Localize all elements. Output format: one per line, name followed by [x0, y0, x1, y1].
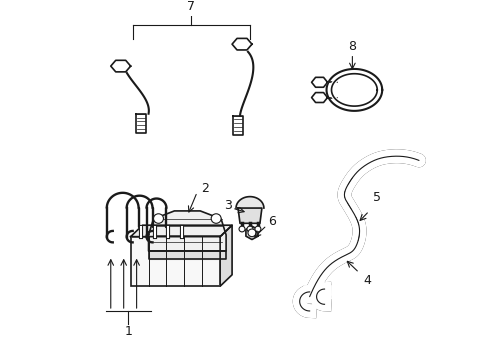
Polygon shape [245, 226, 258, 239]
Text: 3: 3 [224, 199, 232, 212]
Polygon shape [311, 77, 327, 87]
Text: 1: 1 [124, 325, 132, 338]
Polygon shape [111, 60, 130, 72]
Circle shape [246, 226, 252, 232]
Polygon shape [238, 208, 262, 223]
FancyBboxPatch shape [130, 237, 220, 286]
Polygon shape [232, 39, 251, 50]
Text: 4: 4 [363, 274, 370, 287]
Circle shape [211, 214, 221, 223]
Circle shape [153, 214, 163, 223]
Polygon shape [148, 211, 225, 251]
Polygon shape [220, 225, 232, 286]
Circle shape [254, 226, 261, 232]
Text: 5: 5 [372, 191, 381, 204]
Circle shape [247, 229, 255, 237]
Polygon shape [148, 251, 225, 258]
Circle shape [239, 226, 244, 232]
Polygon shape [130, 225, 232, 237]
Text: 7: 7 [187, 0, 195, 13]
Polygon shape [311, 93, 327, 103]
Text: 6: 6 [267, 215, 275, 228]
Polygon shape [236, 197, 264, 208]
Text: 2: 2 [201, 181, 209, 194]
Text: 8: 8 [347, 40, 356, 53]
